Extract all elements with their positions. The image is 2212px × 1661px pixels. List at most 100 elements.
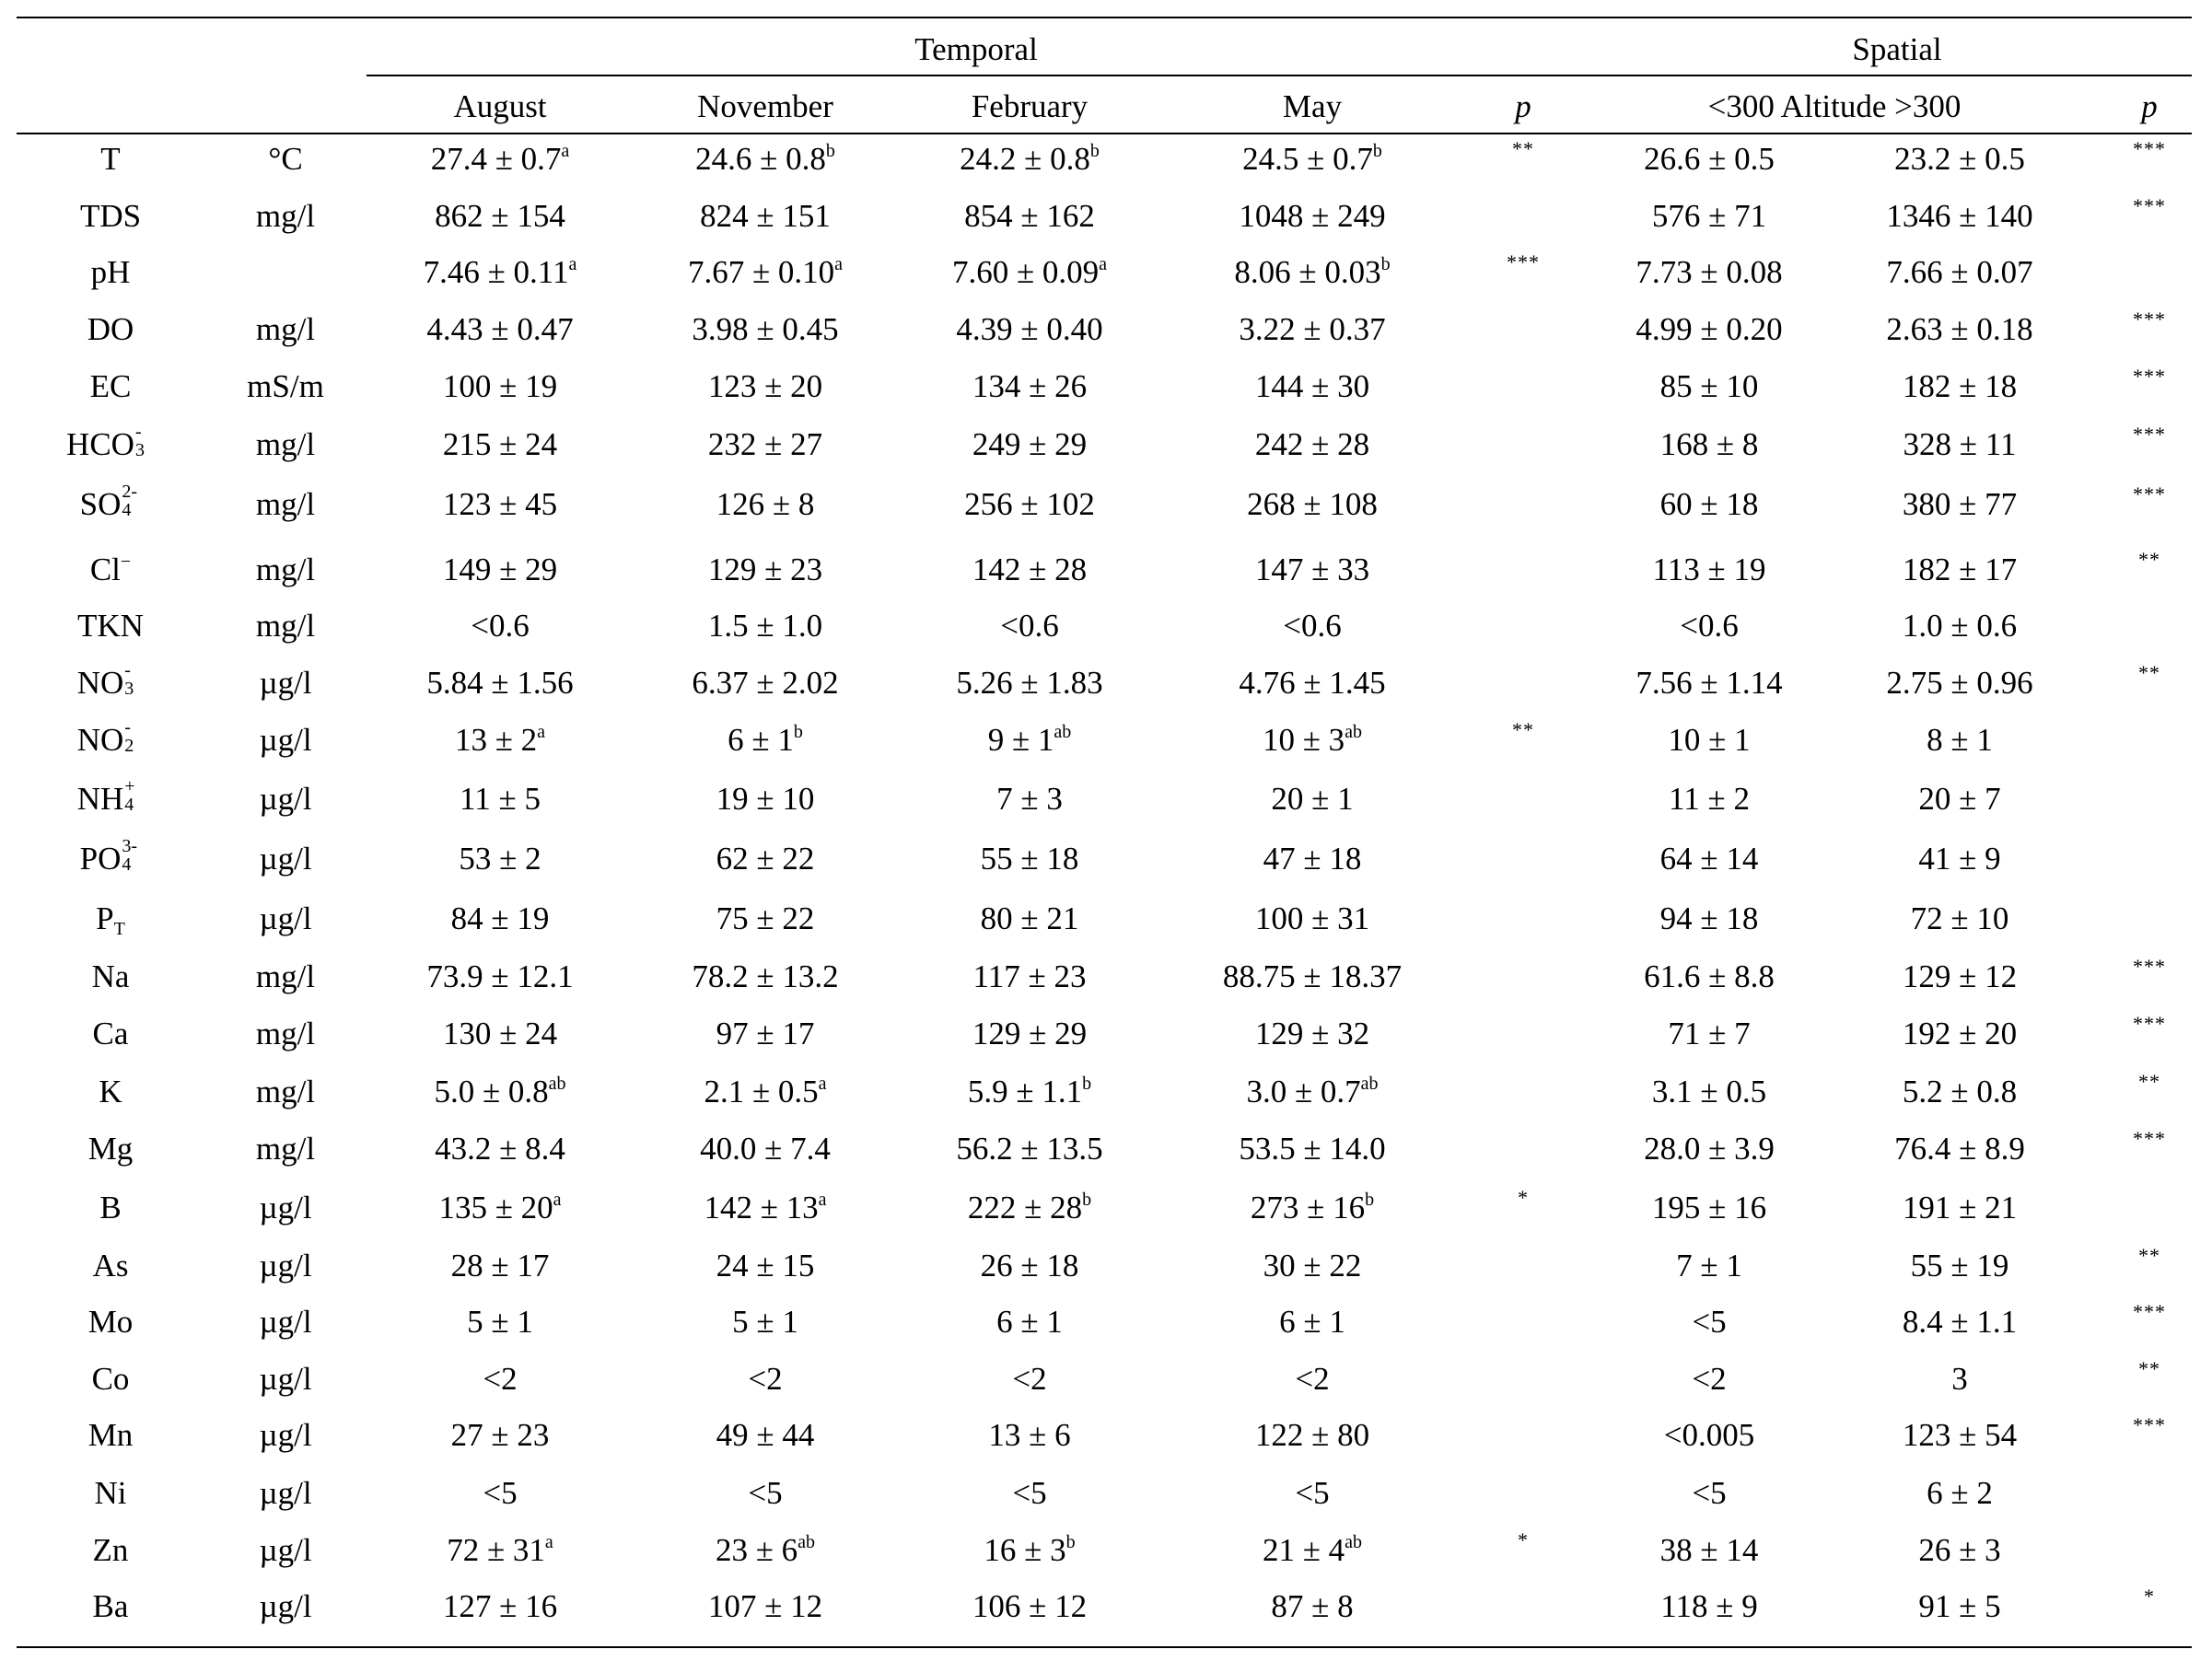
value-below-300: 113 ± 19 <box>1652 552 1766 587</box>
value-text: 20 ± 1 <box>1271 781 1354 817</box>
significance-letter: ab <box>797 1532 816 1552</box>
param-ion-stack: 3- 4 <box>121 837 141 874</box>
value-text: 6.37 ± 2.02 <box>692 665 839 701</box>
value-august: 72 ± 31a <box>447 1533 553 1566</box>
unit-cell: mg/l <box>255 1131 316 1167</box>
param-cell: NO -3 <box>77 661 145 699</box>
param-charge: - <box>124 660 131 680</box>
value-above-300: 23.2 ± 0.5 <box>1894 141 2025 177</box>
param-ion-notation: -3 <box>134 423 155 460</box>
value-text: 7.67 ± 0.10 <box>687 254 835 290</box>
value-below-300: 60 ± 18 <box>1659 486 1759 522</box>
value-text: 107 ± 12 <box>707 1588 823 1624</box>
p-spatial: *** <box>2133 308 2166 331</box>
significance-letter: b <box>1065 1532 1076 1552</box>
unit-cell: mg/l <box>255 608 316 644</box>
header-altitude: <300 Altitude >300 <box>1707 88 1962 124</box>
param-charge: + <box>124 776 135 796</box>
value-below-300: 26.6 ± 0.5 <box>1644 141 1775 177</box>
unit-cell: mg/l <box>255 1016 316 1051</box>
param-cell: Cl− <box>90 552 131 586</box>
header-p-temporal: p <box>1515 88 1531 124</box>
param-ion-notation: -2 <box>123 718 144 756</box>
value-may: 273 ± 16b <box>1251 1191 1374 1224</box>
value-february: 4.39 ± 0.40 <box>956 313 1102 345</box>
value-text: <2 <box>1012 1361 1047 1397</box>
param-subscript: T <box>113 919 125 939</box>
param-ion-stack: +4 <box>123 777 144 814</box>
value-text: <2 <box>483 1361 518 1397</box>
value-august: 5.84 ± 1.56 <box>426 667 573 699</box>
value-may: 1048 ± 249 <box>1239 200 1385 232</box>
value-text: 144 ± 30 <box>1254 368 1370 404</box>
param-cell: PO 3- 4 <box>80 837 142 875</box>
unit-cell: µg/l <box>259 1361 312 1397</box>
unit-cell: µg/l <box>259 1248 312 1284</box>
value-text: 3.0 ± 0.7 <box>1246 1074 1361 1109</box>
value-may: 268 ± 108 <box>1247 488 1378 520</box>
param-subscript: 4 <box>124 795 134 815</box>
value-text: 123 ± 20 <box>707 368 823 404</box>
value-above-300: 2.75 ± 0.96 <box>1886 665 2033 701</box>
value-text: <0.6 <box>471 608 530 644</box>
param-subscript: 4 <box>122 854 132 875</box>
value-above-300: 3 <box>1951 1361 1968 1397</box>
value-text: 142 ± 13 <box>704 1190 819 1225</box>
group-rule <box>367 75 2192 76</box>
value-text: 1048 ± 249 <box>1239 198 1386 234</box>
value-text: <5 <box>1295 1475 1330 1511</box>
value-below-300: 11 ± 2 <box>1669 781 1750 817</box>
p-spatial: *** <box>2133 482 2166 505</box>
unit-cell: mS/m <box>247 368 324 404</box>
top-rule <box>17 17 2192 18</box>
unit-cell: µg/l <box>259 722 312 758</box>
value-text: 824 ± 151 <box>700 198 831 234</box>
value-text: 232 ± 27 <box>707 426 823 462</box>
value-may: 100 ± 31 <box>1255 902 1369 935</box>
unit-cell: µg/l <box>259 665 312 701</box>
value-november: <5 <box>748 1477 782 1509</box>
value-above-300: 91 ± 5 <box>1918 1588 2001 1624</box>
value-above-300: 129 ± 12 <box>1902 958 2018 994</box>
header-may: May <box>1282 88 1343 124</box>
p-spatial: *** <box>2133 1127 2166 1150</box>
value-text: 13 ± 2 <box>454 722 538 758</box>
value-may: 88.75 ± 18.37 <box>1223 960 1402 993</box>
param-subscript: 3 <box>134 440 145 460</box>
unit-cell: µg/l <box>259 841 312 877</box>
value-text: 13 ± 6 <box>988 1417 1071 1453</box>
param-ion-stack: -2 <box>123 718 144 755</box>
value-below-300: <2 <box>1692 1361 1727 1397</box>
p-spatial: ** <box>2138 1244 2160 1267</box>
param-charge: - <box>134 422 142 442</box>
unit-cell: mg/l <box>255 426 316 462</box>
value-november: 5 ± 1 <box>732 1306 798 1338</box>
value-below-300: 10 ± 1 <box>1668 722 1751 758</box>
value-above-300: 76.4 ± 8.9 <box>1894 1131 2025 1167</box>
value-august: 149 ± 29 <box>443 553 557 586</box>
param-name: Mo <box>87 1304 134 1340</box>
value-august: 53 ± 2 <box>459 842 541 875</box>
param-cell: Mn <box>88 1419 134 1451</box>
significance-letter: a <box>834 254 844 274</box>
param-ion-notation: 3- 4 <box>121 837 141 875</box>
param-ion-notation: 2- 4 <box>121 482 141 520</box>
value-below-300: <5 <box>1692 1475 1727 1511</box>
value-text: 149 ± 29 <box>442 552 558 587</box>
param-name: HCO <box>66 426 134 462</box>
value-text: 24.2 ± 0.8 <box>960 141 1090 177</box>
value-may: <5 <box>1295 1477 1329 1509</box>
value-text: 100 ± 31 <box>1254 900 1370 936</box>
param-ion-stack: -3 <box>123 661 144 698</box>
value-text: 129 ± 32 <box>1254 1016 1370 1051</box>
value-august: 27.4 ± 0.7a <box>431 142 570 175</box>
significance-letter: b <box>1365 1190 1375 1210</box>
value-below-300: <5 <box>1692 1304 1727 1340</box>
value-above-300: 123 ± 54 <box>1902 1417 2018 1453</box>
value-text: 9 ± 1 <box>987 722 1054 758</box>
value-text: 122 ± 80 <box>1254 1417 1370 1453</box>
value-august: 84 ± 19 <box>451 902 550 935</box>
value-february: 24.2 ± 0.8b <box>960 141 1100 177</box>
value-text: 249 ± 29 <box>972 426 1088 462</box>
value-text: 3.22 ± 0.37 <box>1239 311 1386 347</box>
